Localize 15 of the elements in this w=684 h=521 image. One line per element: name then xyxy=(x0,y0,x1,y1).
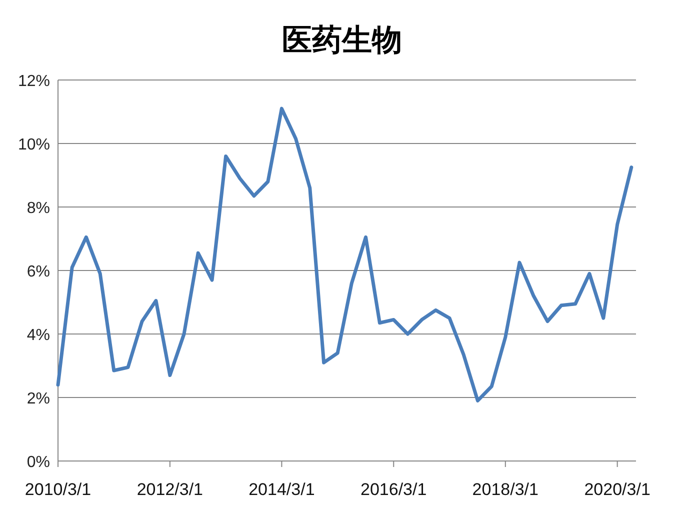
y-tick-label: 12% xyxy=(18,73,50,90)
x-tick-label: 2018/3/1 xyxy=(472,480,538,499)
line-series xyxy=(56,106,634,402)
y-tick-label: 8% xyxy=(26,200,50,217)
y-tick-label: 2% xyxy=(26,390,50,408)
y-tick-label: 10% xyxy=(18,136,50,154)
x-tick-label: 2010/3/1 xyxy=(24,480,92,499)
x-tick-label: 2020/3/1 xyxy=(584,480,650,499)
chart-title: 医药生物 xyxy=(282,24,402,57)
x-tick-label: 2016/3/1 xyxy=(360,480,427,499)
y-tick-label: 0% xyxy=(26,454,50,471)
y-tick-label: 6% xyxy=(26,264,50,280)
y-tick-label: 4% xyxy=(26,327,50,344)
x-tick-label: 2014/3/1 xyxy=(248,480,315,499)
x-tick-label: 2012/3/1 xyxy=(136,480,204,499)
